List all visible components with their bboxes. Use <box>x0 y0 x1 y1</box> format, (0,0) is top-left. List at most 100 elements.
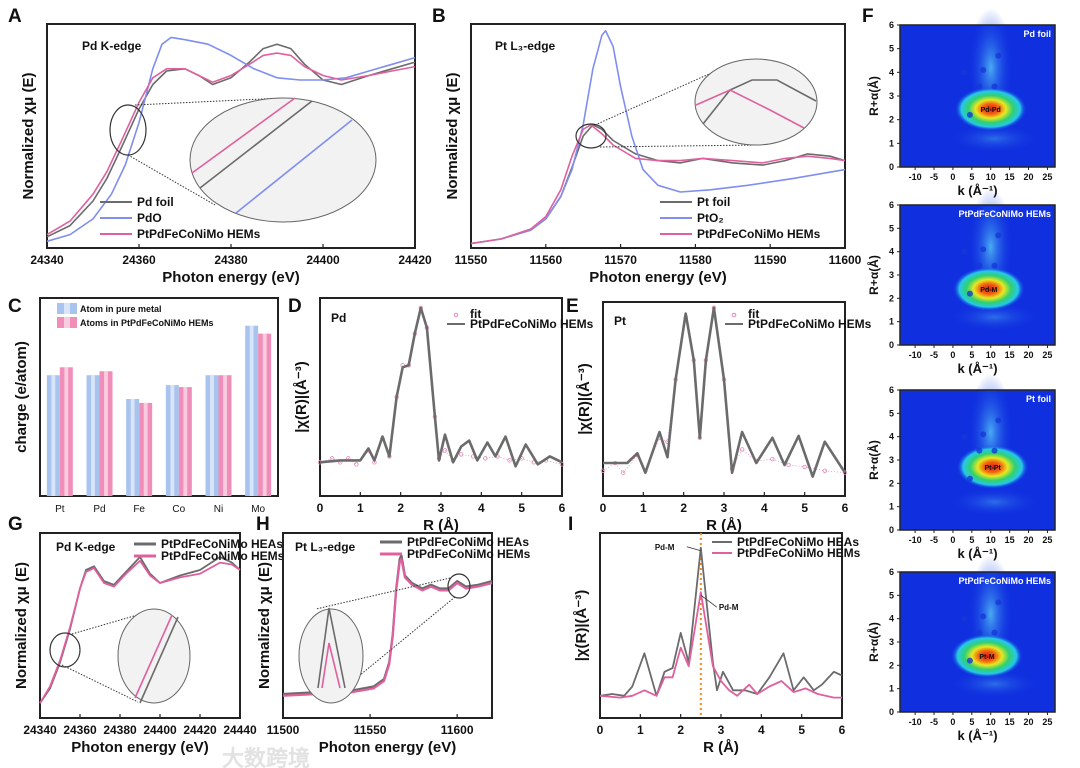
heatmap-node <box>961 615 968 622</box>
x-tick-label: 4 <box>758 723 765 737</box>
legend-swatch-highlight <box>64 317 70 328</box>
panel-letter: G <box>8 514 23 535</box>
bar-highlight <box>210 375 214 496</box>
legend-label: PtPdFeCoNiMo HEMs <box>748 317 872 331</box>
x-tick-label: 0 <box>600 501 607 515</box>
x-tick-label: 25 <box>1042 350 1052 360</box>
x-tick-label: 1 <box>640 501 647 515</box>
panel-title: Pt <box>614 314 626 328</box>
x-tick-label: 2 <box>680 501 687 515</box>
x-tick-label: 20 <box>1024 350 1034 360</box>
series-line <box>603 306 847 478</box>
fit-point <box>507 458 512 463</box>
x-axis-label: Photon energy (eV) <box>319 739 457 756</box>
x-axis-label: R (Å) <box>423 517 459 534</box>
bar-highlight <box>262 333 267 496</box>
magnified-curve <box>317 607 346 689</box>
bar-highlight <box>183 387 188 496</box>
y-tick-label: 4 <box>889 67 894 77</box>
y-tick-label: 4 <box>889 614 894 624</box>
y-tick-label: 0 <box>889 525 894 535</box>
legend-label: Pt foil <box>697 195 730 209</box>
heatmap-node <box>961 69 968 76</box>
x-tick-label: 5 <box>969 717 974 727</box>
heatmap-node <box>980 246 987 253</box>
magnifier-circle <box>447 573 471 599</box>
heatmap-node <box>995 417 1002 424</box>
heatmap-node <box>976 447 983 454</box>
x-tick-label: Pt <box>55 504 65 515</box>
heatmap-tail <box>949 124 1040 153</box>
heatmap-hotspot <box>956 445 1029 489</box>
y-axis-label: Normalized χμ (E) <box>444 73 461 200</box>
x-tick-label: -5 <box>930 172 938 182</box>
y-axis-label: Normalized χμ (E) <box>20 73 37 200</box>
x-tick-label: 11550 <box>354 723 387 737</box>
x-tick-label: 11560 <box>529 253 562 267</box>
x-tick-label: 24340 <box>30 253 64 267</box>
heatmap-node <box>991 262 998 269</box>
panel-i: I |χ(R)|(Å⁻³) 0 1 2 3 4 5 6 R (Å) Pd-M Pd-M PtPdFeCo… <box>568 514 861 756</box>
x-axis-label: Photon energy (eV) <box>162 269 300 286</box>
plot-frame <box>319 297 563 497</box>
x-tick-label: 25 <box>1042 172 1052 182</box>
magnified-curve <box>321 642 341 689</box>
y-axis-label: charge (e/atom) <box>13 341 30 453</box>
x-tick-label: -10 <box>909 172 922 182</box>
x-tick-label: 24380 <box>214 253 248 267</box>
heatmap-node <box>976 83 983 90</box>
heatmap-node <box>976 262 983 269</box>
y-axis-label: Normalized χμ (E) <box>256 562 273 689</box>
magnifier-inset <box>298 573 471 704</box>
heatmap-tail <box>949 670 1040 698</box>
x-tick-label: Mo <box>251 504 265 515</box>
x-tick-label: 15 <box>1005 535 1015 545</box>
bar-highlight <box>51 375 56 496</box>
fit-point <box>770 456 775 462</box>
x-tick-label: 11570 <box>604 253 637 267</box>
y-tick-label: 3 <box>889 270 894 280</box>
x-tick-label: 6 <box>842 501 849 515</box>
y-tick-label: 3 <box>889 637 894 647</box>
hotspot-label: Pd-Pd <box>981 107 1001 114</box>
magnifier-link <box>134 97 284 106</box>
x-tick-label: 24440 <box>223 723 257 737</box>
panel-letter: H <box>256 514 270 535</box>
y-tick-label: 0 <box>889 707 894 717</box>
legend-label: PtO₂ <box>697 211 724 225</box>
heatmap-node <box>995 52 1002 59</box>
x-tick-label: 5 <box>969 350 974 360</box>
annotation-arrow <box>686 546 701 552</box>
x-axis-label: k (Å⁻¹) <box>957 728 997 743</box>
x-tick-label: 10 <box>986 350 996 360</box>
x-tick-label: 4 <box>761 501 768 515</box>
y-axis-label: |χ(R)|(Å⁻³) <box>576 363 593 435</box>
x-tick-label: 10 <box>986 535 996 545</box>
heatmap-tail <box>949 488 1040 516</box>
magnified-curve <box>199 100 313 189</box>
y-tick-label: 5 <box>889 223 894 233</box>
panel-e: E |χ(R)|(Å⁻³) 0 1 2 3 4 5 6 R (Å) Pt fitPtPdFeCoNiM… <box>566 296 872 534</box>
bar-highlight <box>64 367 69 496</box>
y-tick-label: 3 <box>889 91 894 101</box>
x-tick-label: 25 <box>1042 717 1052 727</box>
x-tick-label: 6 <box>559 501 566 515</box>
panel-letter: C <box>8 296 22 317</box>
heatmap-title: PtPdFeCoNiMo HEMs <box>958 576 1051 586</box>
magnifier-inset <box>109 97 377 223</box>
heatmap-node <box>991 447 998 454</box>
x-tick-label: 5 <box>969 172 974 182</box>
heatmap-node <box>991 83 998 90</box>
fit-point <box>822 468 828 473</box>
x-tick-label: 1 <box>357 501 364 515</box>
legend-label: PtPdFeCoNiMo HEMs <box>470 317 594 331</box>
x-tick-label: 11600 <box>441 723 474 737</box>
y-tick-label: 5 <box>889 590 894 600</box>
x-tick-label: 10 <box>986 172 996 182</box>
magnifier-circle <box>49 632 81 668</box>
x-tick-label: 0 <box>950 350 955 360</box>
y-tick-label: 0 <box>889 162 894 172</box>
